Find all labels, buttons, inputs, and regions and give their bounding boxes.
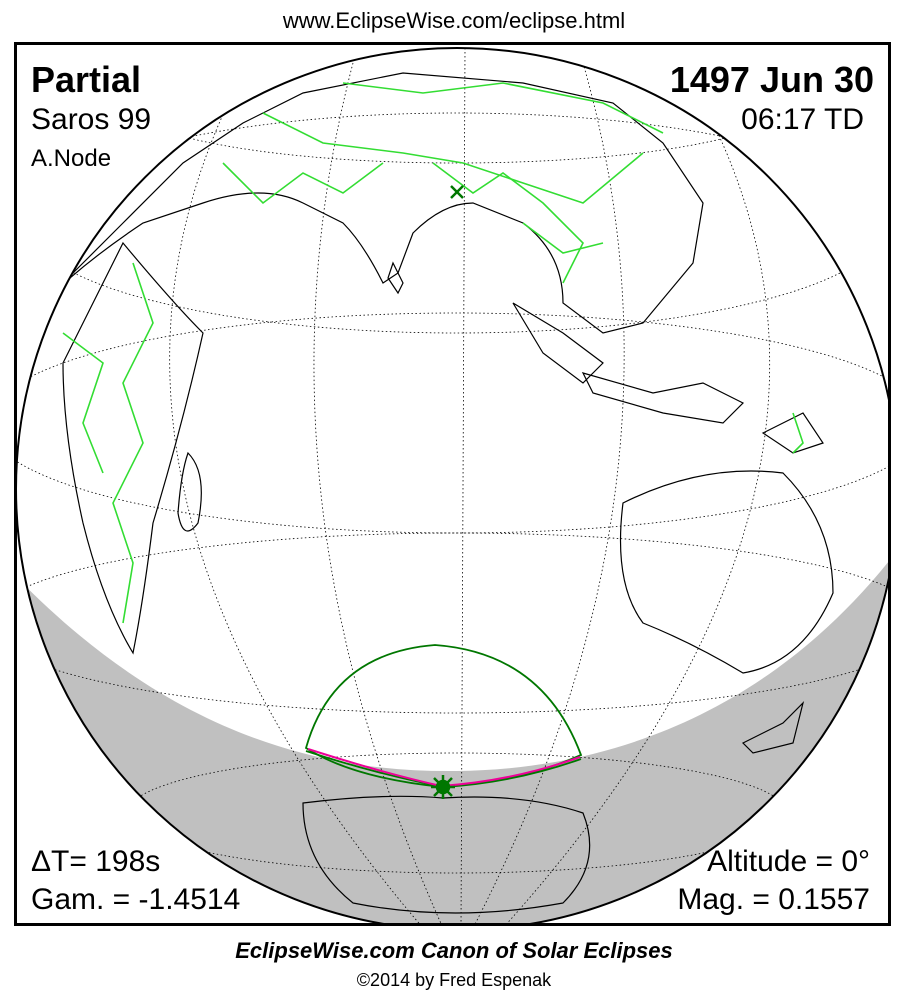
eclipse-limit-curve	[304, 644, 583, 788]
map-frame: Partial 1497 Jun 30 Saros 99 06:17 TD A.…	[14, 42, 891, 926]
footer-copyright: ©2014 by Fred Espenak	[356, 970, 552, 990]
magnitude: Mag. = 0.1557	[677, 883, 870, 916]
saros-number: Saros 99	[31, 103, 152, 136]
gamma: Gam. = -1.4514	[31, 883, 241, 916]
political-borders	[62, 82, 804, 624]
coastlines	[42, 72, 834, 914]
source-url: www.EclipseWise.com/eclipse.html	[282, 8, 626, 33]
eclipse-type: Partial	[31, 59, 142, 100]
altitude: Altitude = 0°	[707, 845, 870, 878]
globe-map	[17, 47, 888, 923]
footer-title: EclipseWise.com Canon of Solar Eclipses	[235, 938, 673, 963]
eclipse-time: 06:17 TD	[741, 103, 864, 136]
globe-outline	[17, 47, 888, 923]
eclipse-date: 1497 Jun 30	[669, 59, 874, 100]
globe	[17, 48, 888, 923]
node: A.Node	[31, 145, 112, 172]
subsolar-x-icon	[450, 185, 464, 199]
greatest-eclipse-star-icon	[431, 775, 455, 799]
delta-t: ΔT= 198s	[31, 845, 161, 878]
